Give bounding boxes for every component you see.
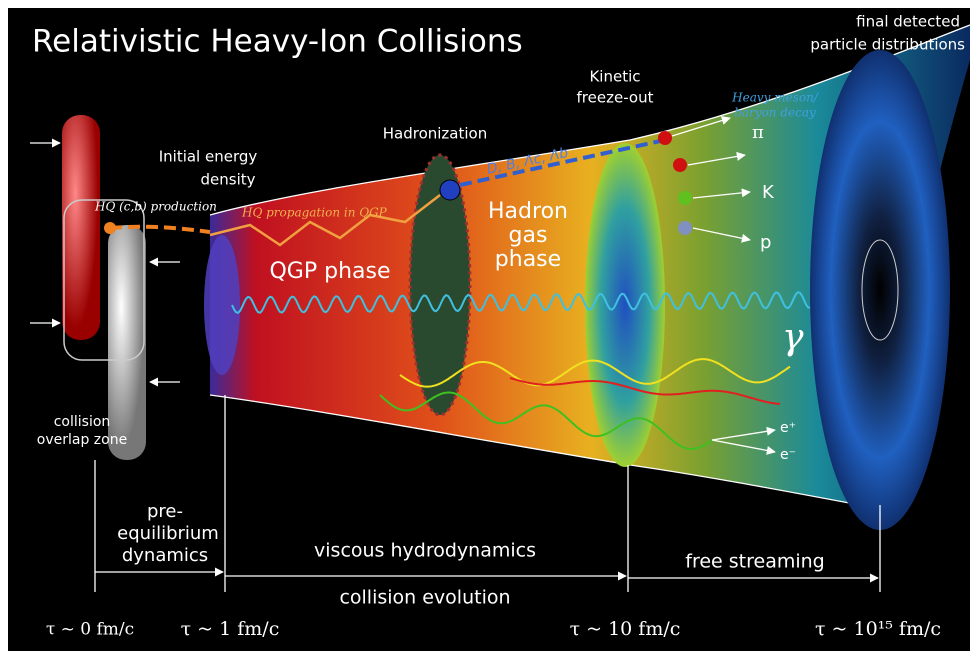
label: overlap zone bbox=[37, 432, 127, 448]
label: equilibrium bbox=[117, 523, 219, 544]
lepton-arrow bbox=[711, 426, 776, 441]
time-label: τ ~ 1 fm/c bbox=[181, 618, 280, 640]
label: QGP phase bbox=[269, 259, 390, 284]
photon-wave bbox=[231, 291, 811, 315]
detector bbox=[810, 50, 950, 530]
label: HQ (c,b) production bbox=[94, 200, 217, 214]
particle bbox=[658, 131, 672, 145]
label: Hadron bbox=[488, 199, 568, 224]
particle-label: e⁻ bbox=[780, 447, 796, 463]
heavy-quark bbox=[439, 179, 461, 201]
particle-label: γ bbox=[782, 317, 804, 358]
label: baryon decay bbox=[734, 106, 816, 120]
hq-spot bbox=[104, 222, 116, 234]
label: particle distributions bbox=[810, 36, 965, 54]
time-label: τ ~ 10¹⁵ fm/c bbox=[815, 618, 941, 640]
decay-arrow bbox=[671, 116, 731, 137]
particle-label: π bbox=[752, 122, 764, 143]
time-label: τ ~ 0 fm/c bbox=[46, 620, 134, 640]
initial-energy-blob bbox=[204, 235, 240, 375]
lepton-arrow bbox=[711, 439, 776, 455]
label: Initial energy bbox=[159, 148, 258, 166]
label: collision evolution bbox=[339, 587, 510, 609]
label: collision bbox=[54, 414, 111, 430]
time-label: τ ~ 10 fm/c bbox=[570, 618, 681, 640]
incoming-arrows bbox=[30, 138, 180, 387]
label: final detected bbox=[856, 13, 960, 31]
particle bbox=[678, 191, 692, 205]
label: phase bbox=[495, 247, 561, 272]
hadron-texture bbox=[408, 153, 472, 417]
label: dynamics bbox=[122, 545, 208, 566]
label: free streaming bbox=[685, 551, 824, 573]
label: Hadronization bbox=[383, 125, 487, 143]
label: pre- bbox=[147, 501, 183, 522]
particle-label: e⁺ bbox=[780, 420, 796, 436]
particle-label: p bbox=[760, 232, 771, 253]
funnel-edge bbox=[209, 394, 861, 506]
particle bbox=[673, 158, 687, 172]
hq-propagation-path bbox=[209, 194, 441, 247]
label: viscous hydrodynamics bbox=[314, 540, 536, 562]
particle-label: K bbox=[762, 182, 775, 203]
nucleus-left bbox=[62, 115, 146, 460]
freeze-out-ellipse bbox=[585, 143, 665, 467]
hadronization-ellipse bbox=[410, 155, 470, 415]
proton-arrow bbox=[692, 227, 751, 243]
green-wave bbox=[379, 391, 713, 450]
kaon-arrow bbox=[692, 188, 751, 199]
yellow-wave bbox=[399, 358, 791, 388]
title: Relativistic Heavy-Ion Collisions bbox=[32, 24, 523, 60]
detector-core bbox=[861, 239, 899, 341]
label: gas bbox=[509, 223, 548, 248]
time-axis bbox=[94, 395, 881, 592]
label: density bbox=[201, 171, 256, 189]
label: Heavy meson/ bbox=[731, 91, 820, 105]
pion-arrow bbox=[687, 151, 746, 166]
red-wave bbox=[509, 377, 781, 405]
label: Kinetic bbox=[589, 68, 640, 86]
label: freeze-out bbox=[577, 89, 654, 107]
label: HQ propagation in QGP bbox=[241, 206, 388, 220]
particle bbox=[678, 221, 692, 235]
hq-production-path bbox=[109, 224, 211, 234]
